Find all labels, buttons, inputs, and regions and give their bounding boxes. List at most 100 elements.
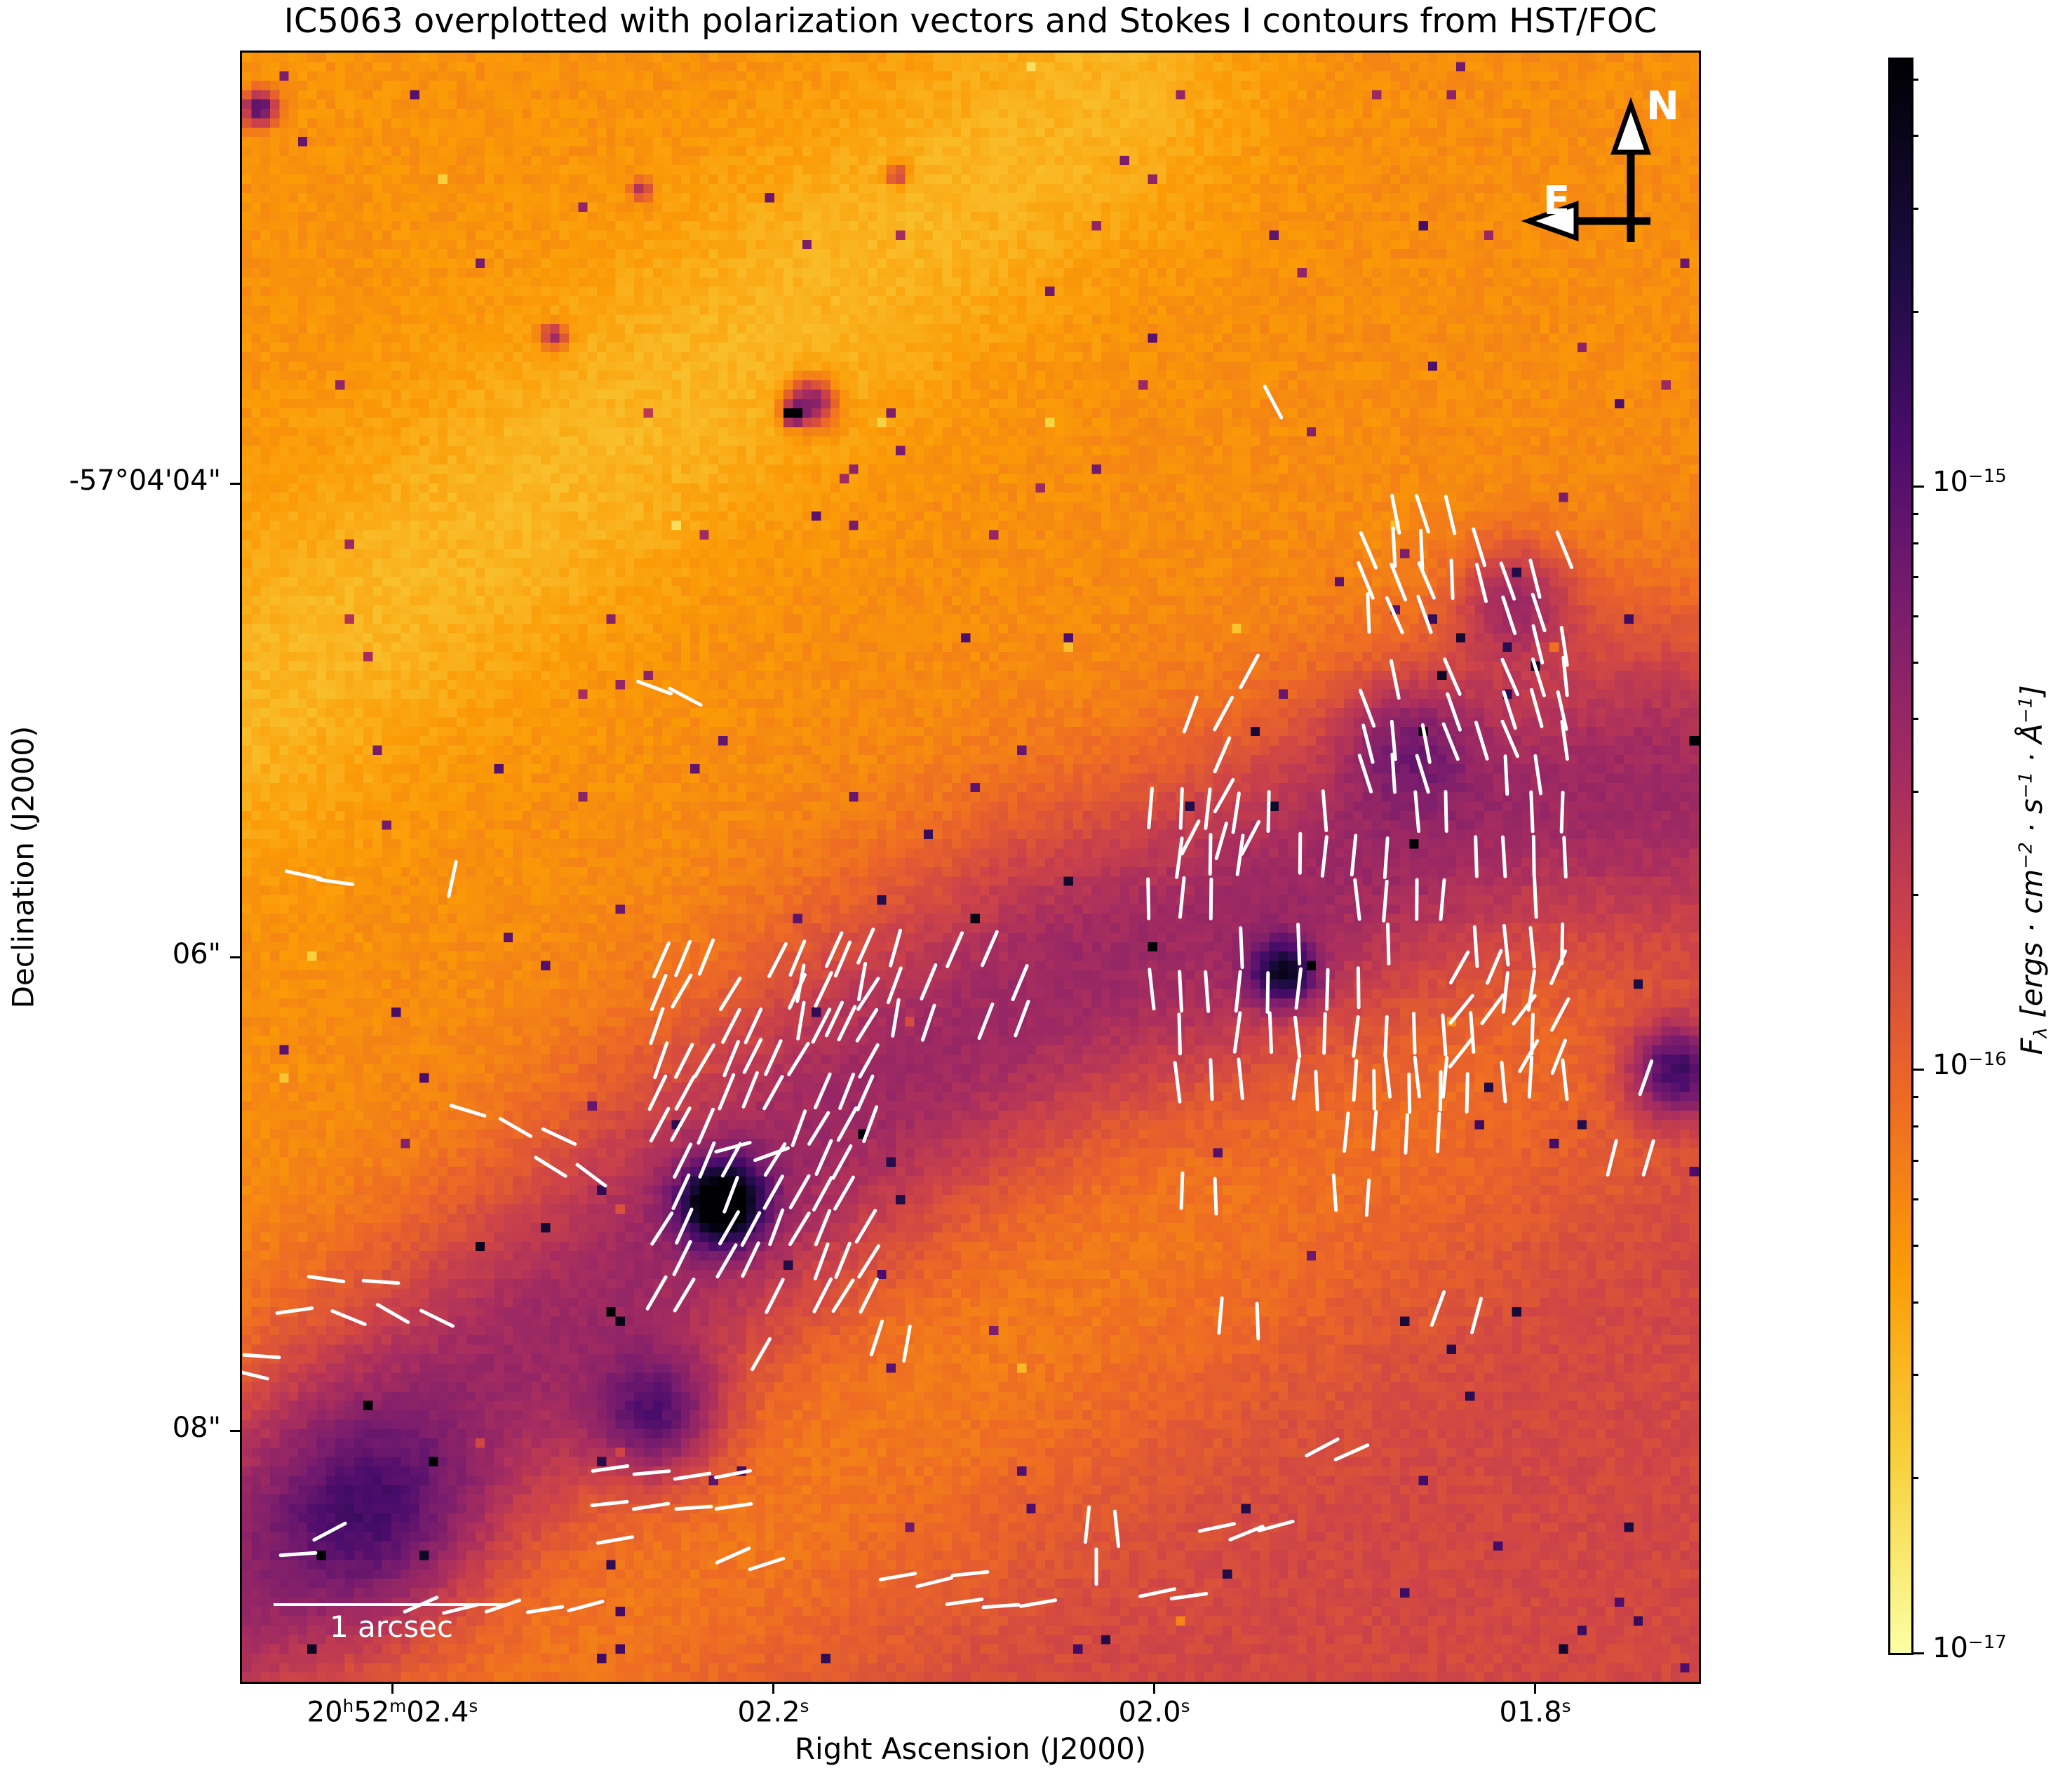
polarization-vector <box>1559 626 1569 667</box>
polarization-vector <box>1441 722 1460 761</box>
polarization-vector <box>1502 923 1510 967</box>
polarization-vector <box>1500 1060 1507 1104</box>
polarization-vector <box>1559 791 1565 834</box>
polarization-vector <box>715 1546 751 1565</box>
polarization-vector <box>762 1175 784 1210</box>
x-tick-unit-sup: s <box>800 1696 809 1716</box>
polarization-vector <box>837 1005 857 1042</box>
polarization-vector <box>1231 791 1241 834</box>
colorbar-minor-tick <box>1911 1198 1918 1201</box>
cbar-label-symbol: F <box>2014 1038 2049 1055</box>
colorbar-minor-tick <box>1911 661 1918 664</box>
polarization-vector <box>720 1142 742 1178</box>
polarization-vector <box>1550 1038 1568 1075</box>
cb-tick-base: 10 <box>1932 1632 1968 1664</box>
polarization-vector <box>1441 1056 1449 1099</box>
polarization-vector <box>1175 836 1184 879</box>
polarization-vector <box>596 1535 635 1545</box>
x-axis-tick <box>1534 1682 1536 1694</box>
plot-area: N E 1 arcsec <box>240 51 1701 1684</box>
polarization-vector <box>836 1106 858 1142</box>
polarization-vector <box>647 1074 668 1111</box>
polarization-vector <box>767 942 788 978</box>
polarization-vector <box>1529 790 1535 834</box>
polarization-vector <box>1512 993 1537 1026</box>
polarization-vector <box>632 1469 671 1476</box>
polarization-vector <box>889 928 903 968</box>
polarization-vector <box>831 1144 853 1180</box>
polarization-vector <box>668 686 703 707</box>
polarization-vector <box>1404 1113 1409 1155</box>
polarization-vector <box>1531 657 1546 697</box>
polarization-vector <box>764 1039 783 1076</box>
polarization-vector <box>1240 819 1261 856</box>
colorbar-minor-tick <box>1911 135 1918 138</box>
polarization-vector <box>788 939 807 977</box>
colorbar-major-tick <box>1911 1069 1924 1071</box>
polarization-vector <box>1383 836 1390 879</box>
polarization-vector <box>1503 754 1509 796</box>
colorbar-minor-tick <box>1911 512 1918 515</box>
polarization-vector <box>1112 1509 1121 1548</box>
polarization-vector <box>1415 754 1430 794</box>
polarization-vector <box>762 1075 784 1111</box>
polarization-vector <box>1352 1015 1360 1058</box>
colorbar <box>1888 58 1913 1655</box>
polarization-vector <box>1528 925 1536 969</box>
polarization-vector <box>278 1551 318 1558</box>
x-axis-tick-label: 20h52m02.4s <box>245 1696 539 1729</box>
polarization-vector <box>1361 723 1375 764</box>
polarization-vector <box>1533 754 1543 796</box>
colorbar-tick-label: 10−17 <box>1932 1632 2007 1664</box>
polarization-vector <box>1209 1058 1214 1102</box>
polarization-vector <box>721 1008 741 1044</box>
polarization-vector <box>1448 993 1474 1025</box>
polarization-vector <box>1560 719 1569 761</box>
colorbar-minor-tick <box>1911 1125 1918 1128</box>
colorbar-minor-tick <box>1911 576 1918 579</box>
cbar-label-close: ] <box>2014 685 2049 697</box>
polarization-vector <box>1531 624 1545 664</box>
chart-title: IC5063 overplotted with polarization vec… <box>283 1 1657 41</box>
polarization-vector <box>751 1337 772 1372</box>
polarization-vector <box>1011 964 1029 1001</box>
y-axis-tick <box>230 482 242 485</box>
polarization-vector <box>856 1074 875 1111</box>
polarization-vector <box>854 1208 877 1244</box>
polarization-vector <box>715 1243 738 1279</box>
polarization-vector <box>1386 922 1391 965</box>
polarization-vector <box>1420 723 1432 764</box>
polarization-vector <box>1441 1013 1448 1057</box>
polarization-vector <box>814 971 833 1008</box>
polarization-vector <box>1527 1055 1534 1099</box>
polarization-vector <box>1561 1058 1569 1102</box>
polarization-vector <box>312 1521 347 1542</box>
polarization-vector <box>1448 1037 1474 1069</box>
polarization-vector <box>1239 926 1244 970</box>
polarization-vector <box>1255 1301 1260 1341</box>
polarization-vector <box>981 930 999 968</box>
polarization-vector <box>275 1306 314 1315</box>
polarization-vector <box>1413 790 1421 834</box>
x-tick-text: 52 <box>354 1696 390 1729</box>
polarization-vector <box>1322 1012 1327 1055</box>
polarization-vector <box>1499 561 1516 601</box>
polarization-vector <box>857 1244 880 1279</box>
polarization-vector <box>1472 925 1479 968</box>
polarization-vector <box>1179 1171 1185 1210</box>
compass-east-label: E <box>1543 178 1570 224</box>
polarization-vector <box>1359 531 1378 570</box>
polarization-vector <box>1173 1061 1182 1104</box>
polarization-vector <box>1232 1011 1242 1054</box>
polarization-vector <box>1501 971 1509 1014</box>
polarization-vector <box>1359 688 1376 728</box>
polarization-vector <box>1561 655 1569 697</box>
polarization-vector <box>1177 1012 1182 1056</box>
x-axis-tick-label: 01.8s <box>1388 1696 1683 1729</box>
colorbar-minor-tick <box>1911 1374 1918 1377</box>
polarization-vector <box>811 1008 832 1044</box>
polarization-vector <box>697 1107 715 1145</box>
polarization-vector <box>1293 1015 1302 1059</box>
polarization-vector <box>1448 950 1470 985</box>
polarization-vector <box>1198 1522 1236 1533</box>
